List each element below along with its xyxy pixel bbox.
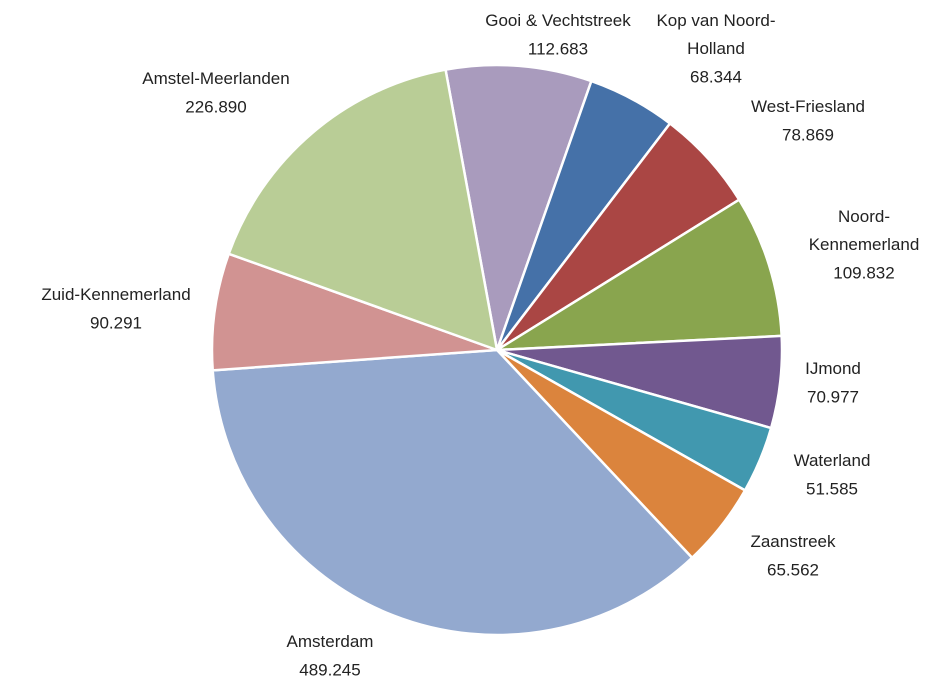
slice-value: 70.977 — [807, 387, 859, 406]
label-line: West-Friesland — [751, 97, 865, 116]
pie-slice — [495, 198, 783, 352]
pie-slice — [227, 68, 499, 352]
slice-value: 109.832 — [833, 263, 894, 282]
pie-slice — [210, 252, 499, 372]
slice-label: Zuid-Kennemerland — [41, 285, 190, 304]
label-line: Gooi & Vechtstreek — [485, 11, 631, 30]
pie-slice — [211, 348, 694, 637]
label-line: Kop van Noord- — [656, 11, 775, 30]
slice-label: Gooi & Vechtstreek — [485, 11, 631, 30]
label-line: Zuid-Kennemerland — [41, 285, 190, 304]
label-line: Noord- — [838, 207, 890, 226]
slice-value: 51.585 — [806, 479, 858, 498]
slice-label: Noord- Kennemerland — [809, 207, 920, 254]
label-line: Zaanstreek — [750, 532, 836, 551]
label-line: Amstel-Meerlanden — [142, 69, 289, 88]
label-line: IJmond — [805, 359, 861, 378]
slice-label: Amsterdam — [287, 632, 374, 651]
slice-label: IJmond — [805, 359, 861, 378]
label-line: Kennemerland — [809, 235, 920, 254]
slice-label: Kop van Noord- Holland — [656, 11, 775, 58]
slice-value: 90.291 — [90, 313, 142, 332]
slice-value: 65.562 — [767, 560, 819, 579]
label-line: Waterland — [794, 451, 871, 470]
label-line: Amsterdam — [287, 632, 374, 651]
slice-value: 112.683 — [528, 39, 588, 58]
slice-value: 78.869 — [782, 125, 834, 144]
slice-value: 68.344 — [690, 67, 742, 86]
slice-value: 489.245 — [299, 660, 360, 679]
slice-label: West-Friesland — [751, 97, 865, 116]
slice-label: Zaanstreek — [750, 532, 836, 551]
pie-slice — [444, 63, 593, 352]
label-line: Holland — [687, 39, 745, 58]
slice-value: 226.890 — [185, 97, 246, 116]
slice-label: Amstel-Meerlanden — [142, 69, 289, 88]
slice-label: Waterland — [794, 451, 871, 470]
